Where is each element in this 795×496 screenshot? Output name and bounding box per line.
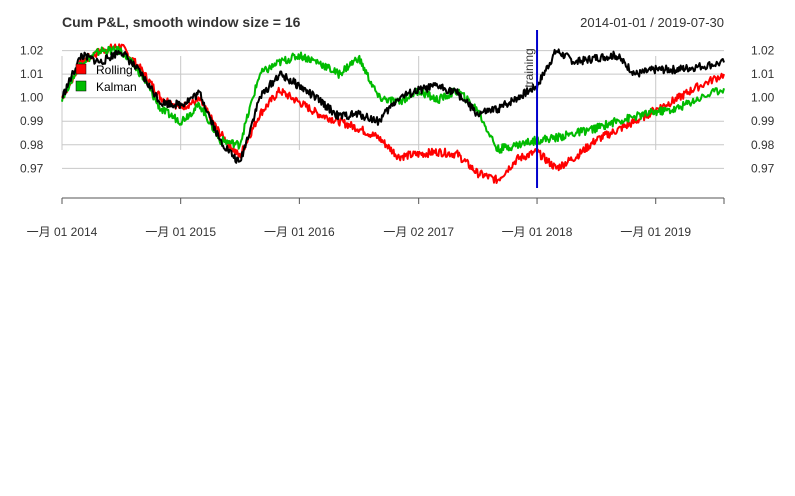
y-tick-label-right: 1.02 <box>751 44 775 58</box>
legend-label-kalman: Kalman <box>96 80 137 94</box>
x-tick-label: 一月 01 2018 <box>502 225 573 239</box>
y-tick-label-left: 0.98 <box>20 138 44 152</box>
y-axis-left: 0.97 0.98 0.99 1.00 1.01 1.02 <box>20 44 44 176</box>
y-axis-right: 0.97 0.98 0.99 1.00 1.01 1.02 <box>751 44 775 176</box>
y-tick-label-left: 1.02 <box>20 44 44 58</box>
x-axis: 一月 01 2014 一月 01 2015 一月 01 2016 一月 02 2017… <box>27 197 725 239</box>
series-line-kalman <box>61 45 725 154</box>
y-tick-label-right: 0.99 <box>751 114 775 128</box>
legend-label-rolling: Rolling <box>96 63 133 77</box>
x-tick-label: 一月 01 2019 <box>620 225 691 239</box>
y-tick-label-right: 1.01 <box>751 67 775 81</box>
legend-swatch-rolling <box>75 63 87 75</box>
y-tick-label-right: 0.97 <box>751 161 775 175</box>
date-range-label: 2014-01-01 / 2019-07-30 <box>580 15 724 30</box>
y-tick-label-left: 0.97 <box>20 161 44 175</box>
series-line-benchmark <box>61 48 725 164</box>
x-tick-label: 一月 01 2016 <box>264 225 335 239</box>
x-tick-label: 一月 01 2014 <box>27 225 98 239</box>
y-tick-label-left: 0.99 <box>20 114 44 128</box>
legend: Rolling Kalman <box>75 63 137 94</box>
legend-swatch-kalman <box>75 80 87 92</box>
training-event-label: training <box>522 48 536 87</box>
series-lines <box>61 43 725 184</box>
x-tick-label: 一月 02 2017 <box>383 225 454 239</box>
chart-title: Cum P&L, smooth window size = 16 <box>62 14 301 30</box>
y-tick-label-left: 1.00 <box>20 91 44 105</box>
y-tick-label-left: 1.01 <box>20 67 44 81</box>
y-tick-label-right: 0.98 <box>751 138 775 152</box>
x-tick-label: 一月 01 2015 <box>145 225 216 239</box>
y-tick-label-right: 1.00 <box>751 91 775 105</box>
